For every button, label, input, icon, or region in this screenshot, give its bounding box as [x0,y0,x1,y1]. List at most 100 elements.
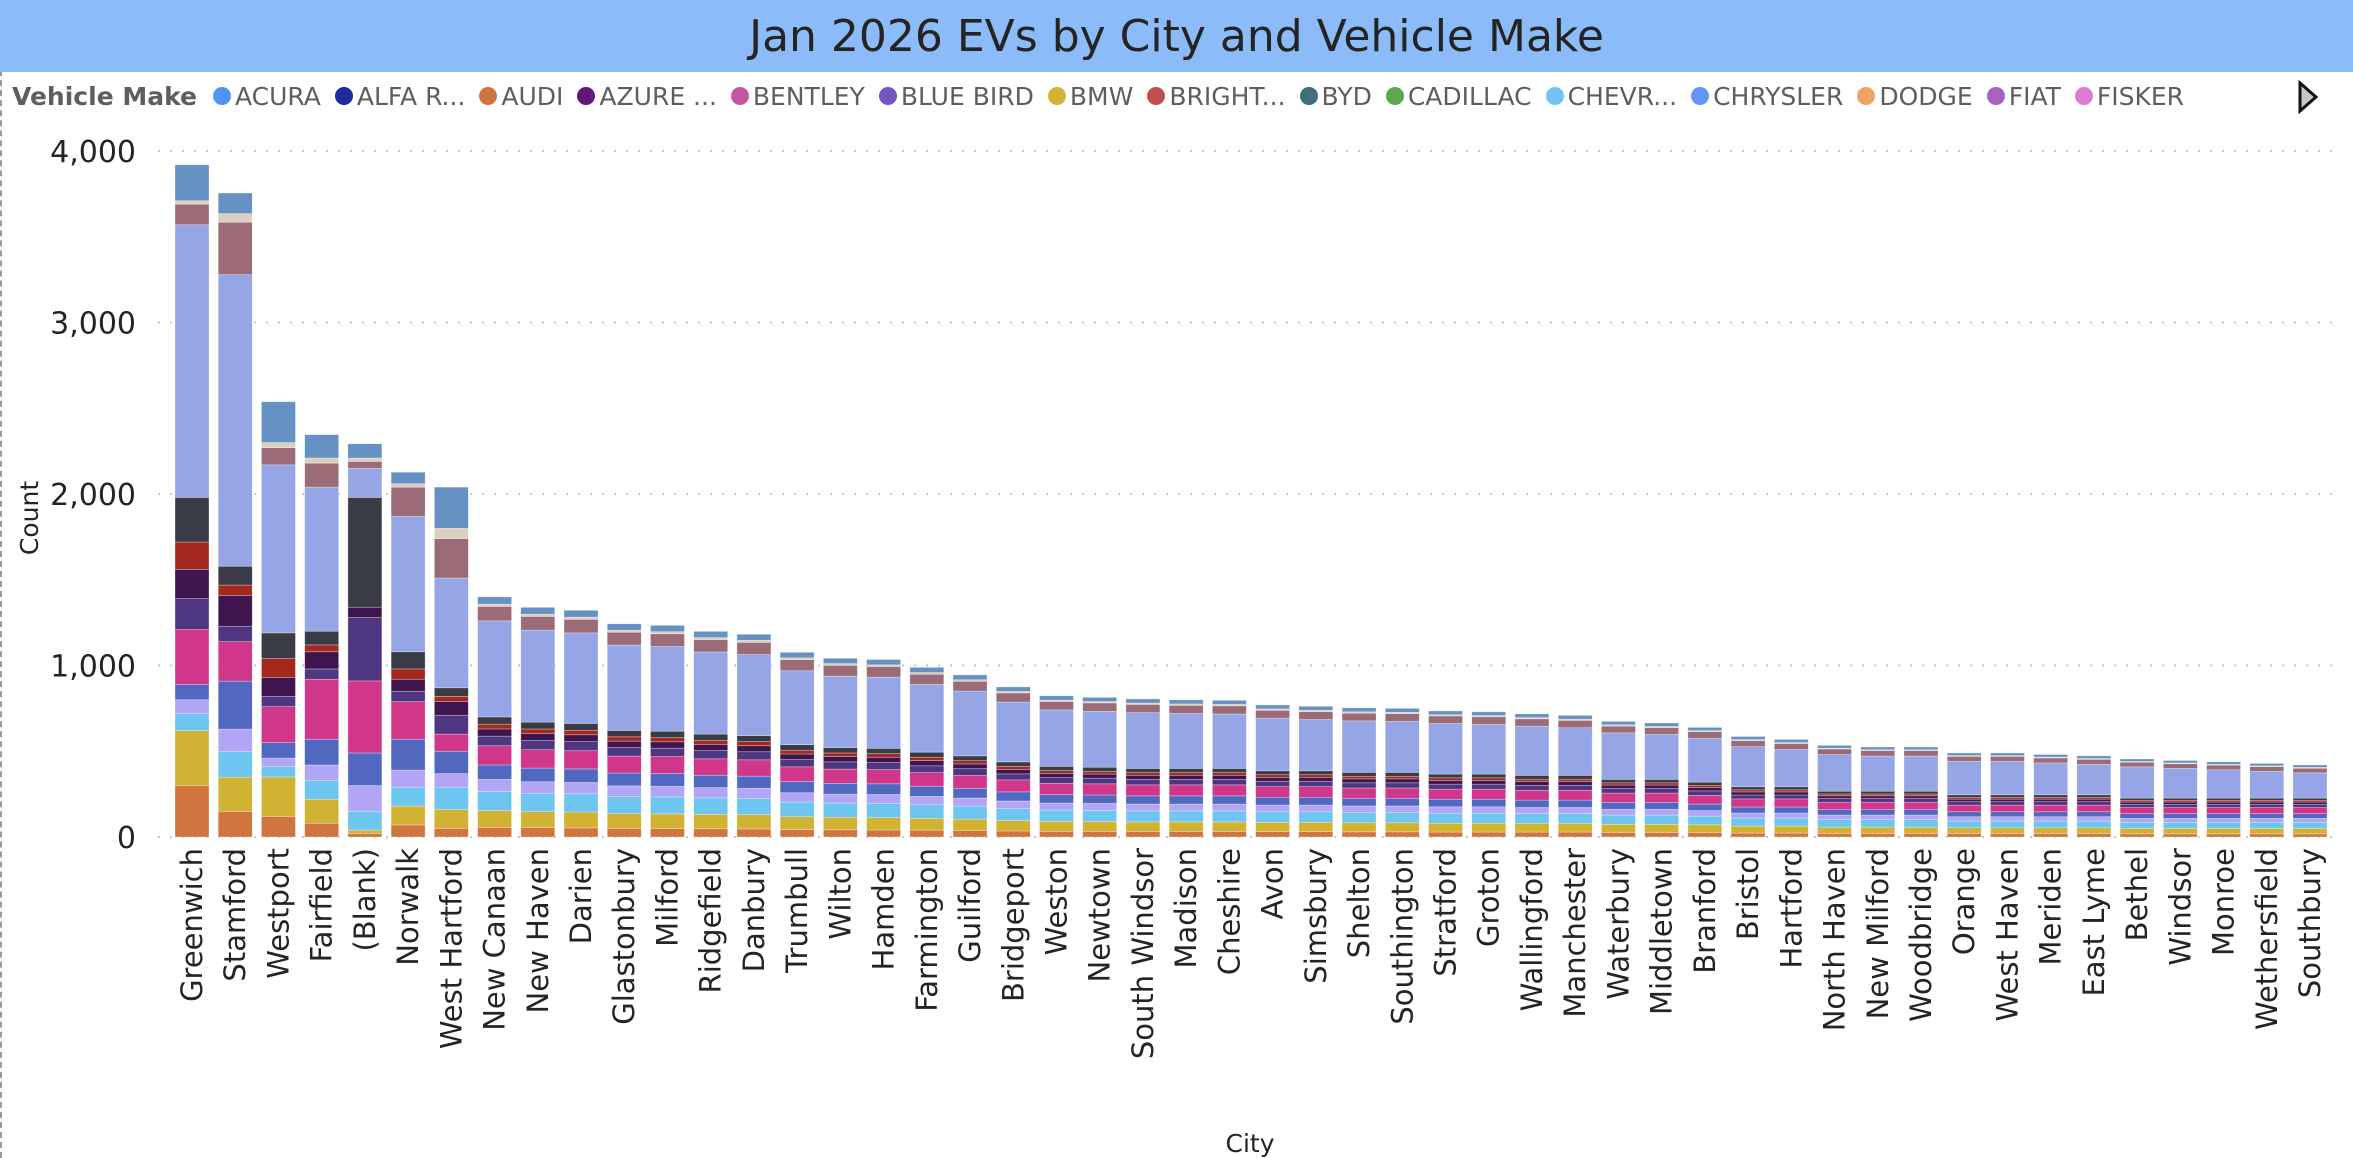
legend-item[interactable]: CHEVR... [1545,82,1677,111]
bar-segment [693,744,728,751]
bar-segment [1644,722,1679,727]
bar-segment [1774,743,1809,750]
bar-segment [650,631,685,635]
bar-segment [261,757,296,767]
bar-segment [2163,828,2198,835]
bar-segment [261,447,296,466]
bar-segment [1903,746,1939,751]
bar-segment [1514,713,1550,718]
legend-item[interactable]: BMW [1047,81,1134,111]
bar-segment [2033,801,2068,806]
legend-item[interactable]: FIAT [1986,82,2061,111]
legend-label: BMW [1069,81,1134,111]
bar-segment [1601,792,1636,803]
legend-item[interactable]: CADILLAC [1385,82,1532,111]
legend-item[interactable]: ALFA R... [334,82,465,111]
bar-segment [1384,812,1420,824]
bar-segment [606,785,642,797]
x-tick-label: Bethel [2120,848,2154,941]
bar-segment [1168,713,1204,769]
bar-segment [434,773,469,788]
bar-segment [736,814,772,830]
bar-segment [779,781,815,794]
bar-segment [1212,810,1247,823]
bar-segment [909,796,945,806]
legend-item[interactable]: DODGE [1857,82,1973,111]
bar-segment [606,730,642,738]
bar-segment [1730,798,1766,808]
bar-segment [1125,774,1161,780]
bar-segment [995,761,1031,767]
bar-segment [261,677,296,697]
bar-segment [2076,827,2112,834]
legend-label: BENTLEY [752,81,865,111]
bar-segment [1601,808,1636,816]
bar-segment [1990,798,2025,802]
legend-item[interactable]: BRIGHT... [1147,82,1286,111]
bar-segment [1255,777,1290,782]
bar-segment [1817,826,1852,834]
bar-segment [606,828,642,838]
bar-segment [1298,796,1334,806]
bar-segment [1082,810,1118,822]
bar-segment [477,764,512,780]
bar-segment [261,464,296,634]
bar-segment [779,766,815,782]
bar-segment [693,774,728,788]
bar-segment [1125,821,1161,832]
bar-segment [2119,833,2155,838]
bar-segment [736,751,772,761]
bar-segment [693,637,728,640]
bar-segment [2249,763,2285,767]
bar-segment [823,747,858,754]
legend-item[interactable]: BLUE BIRD [878,82,1034,111]
bar-segment [347,606,383,618]
legend-item[interactable]: FISKER [2074,82,2184,111]
x-tick-label: East Lyme [2077,848,2111,997]
legend-item[interactable]: ACURA [213,82,321,111]
bar-segment [1384,787,1420,799]
bar-segment [650,625,685,633]
legend-item[interactable]: AZURE ... [577,82,717,111]
bar-segment [2163,813,2198,819]
bar-segment [1990,804,2025,813]
bar-segment [995,686,1031,692]
bar-segment [2163,804,2198,808]
bar-segment [995,800,1031,809]
bar-segment [995,779,1031,793]
bar-segment [1341,782,1377,789]
bar-segment [952,774,988,789]
bar-segment [995,766,1031,770]
legend-item[interactable]: BENTLEY [730,81,865,111]
bar-segment [174,200,210,205]
bar-segment [2249,828,2285,835]
bar-segment [1557,823,1593,833]
bar-segment [1730,791,1766,796]
legend-item[interactable]: AUDI [479,82,563,111]
bar-segment [1125,831,1161,838]
bar-segment [1255,831,1290,838]
bar-segment [390,515,426,653]
bar-segment [1255,709,1290,719]
triangle-right-icon[interactable] [2296,80,2320,114]
bar-segment [261,401,296,443]
x-tick-label: (Blank) [348,848,382,952]
bar-segment [563,609,599,618]
bar-segment [995,820,1031,832]
bar-segment [477,620,512,718]
bar-segment [390,701,426,740]
x-tick-label: Meriden [2034,848,2068,965]
bar-segment [1774,798,1809,808]
bar-segment [1860,750,1896,757]
bar-segment [1644,782,1679,786]
legend-marker-icon [1691,87,1710,105]
x-tick-label: Westport [261,848,295,979]
legend-item[interactable]: BYD [1299,82,1372,111]
bar-segment [2292,797,2328,801]
bar-segment [347,457,383,462]
x-tick-label: Danbury [737,848,771,972]
bar-segment [2249,833,2285,838]
legend-item[interactable]: CHRYSLER [1691,82,1843,111]
bar-segment [1514,785,1550,791]
bar-segment [650,747,685,757]
